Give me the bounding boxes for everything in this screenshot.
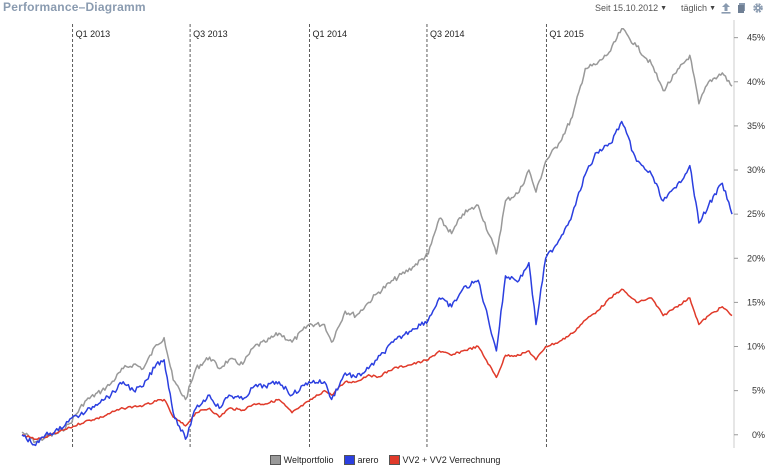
legend-item-arero[interactable]: arero (343, 455, 379, 465)
legend-label-vv2: VV2 + VV2 Verrechnung (402, 455, 501, 465)
legend-swatch-weltportfolio (269, 455, 281, 465)
document-icon[interactable] (736, 2, 748, 14)
chevron-down-icon: ▼ (660, 4, 668, 12)
legend-swatch-arero (343, 455, 355, 465)
chart-toolbar: Seit 15.10.2012 ▼ täglich ▼ (595, 2, 764, 14)
y-axis: 0% 5% 10% 15% 20% 25% 30% 35% 40% 45% (733, 20, 765, 448)
legend-label-arero: arero (357, 455, 379, 465)
upload-icon[interactable] (720, 2, 732, 14)
gear-icon[interactable] (752, 2, 764, 14)
y-tick-label: 30% (747, 165, 765, 175)
since-dropdown-label: Seit 15.10.2012 (595, 3, 659, 13)
y-tick-label: 0% (752, 430, 765, 440)
y-tick-label: 10% (747, 342, 765, 352)
series-line-arero (21, 120, 733, 447)
quarter-marker-label: Q1 2015 (549, 29, 584, 39)
y-tick-label: 5% (752, 386, 765, 396)
quarter-marker-label: Q1 2013 (76, 29, 111, 39)
legend-item-weltportfolio[interactable]: Weltportfolio (269, 455, 334, 465)
series-layer (21, 28, 733, 447)
chevron-down-icon: ▼ (709, 4, 716, 12)
legend-item-vv2[interactable]: VV2 + VV2 Verrechnung (388, 455, 501, 465)
y-tick-label: 35% (747, 121, 765, 131)
y-tick-label: 40% (747, 77, 765, 87)
interval-dropdown[interactable]: täglich ▼ (681, 3, 716, 13)
quarter-marker-label: Q1 2014 (313, 29, 348, 39)
since-dropdown[interactable]: Seit 15.10.2012 ▼ (595, 3, 667, 13)
page-title: Performance–Diagramm (3, 0, 146, 14)
grid-layer: Q1 2013 Q3 2013 Q1 2014 Q3 2014 Q1 2015 (72, 24, 584, 448)
quarter-marker-label: Q3 2014 (430, 29, 465, 39)
quarter-marker-label: Q3 2013 (193, 29, 228, 39)
series-line-vv2 (21, 288, 733, 441)
y-tick-label: 15% (747, 297, 765, 307)
y-tick-label: 45% (747, 33, 765, 43)
legend-swatch-vv2 (388, 455, 400, 465)
y-tick-label: 25% (747, 209, 765, 219)
chart-legend: Weltportfolio arero VV2 + VV2 Verrechnun… (0, 455, 770, 465)
y-tick-label: 20% (747, 253, 765, 263)
legend-label-weltportfolio: Weltportfolio (283, 455, 334, 465)
series-line-weltportfolio (21, 28, 733, 444)
interval-dropdown-label: täglich (681, 3, 708, 13)
